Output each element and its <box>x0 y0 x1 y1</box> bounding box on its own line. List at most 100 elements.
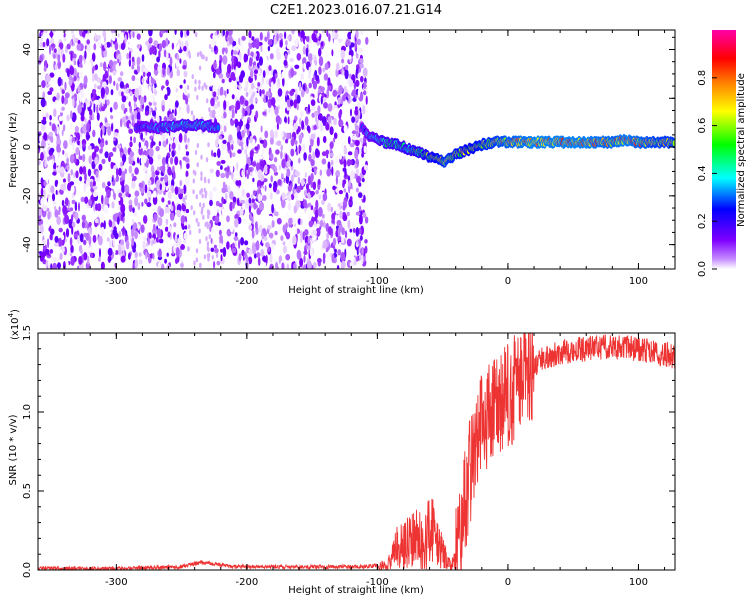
spectrogram-noise-cell <box>134 30 138 35</box>
spectrogram-noise-cell <box>322 252 326 261</box>
spectrogram-noise-cell <box>268 107 272 113</box>
spectrogram-noise-cell <box>62 150 65 155</box>
spectrogram-noise-cell <box>124 184 129 193</box>
spectrogram-noise-cell <box>290 138 295 147</box>
spectrogram-noise-cell <box>165 155 169 165</box>
spectrogram-noise-cell <box>99 62 103 68</box>
spectrogram-noise-cell <box>285 222 288 229</box>
spectrogram-noise-cell <box>242 203 246 211</box>
spectrogram-noise-cell <box>143 145 147 150</box>
spectrogram-noise-cell <box>255 39 260 50</box>
colorbar-tick-label: 0.6 <box>697 118 708 134</box>
spectrogram-noise-cell <box>313 193 317 201</box>
spectrogram-noise-cell <box>358 47 363 54</box>
spectrogram-noise-cell <box>315 116 318 123</box>
spectrogram-noise-cell <box>348 201 353 206</box>
spectrogram-noise-cell <box>361 187 366 193</box>
spectrogram-noise-cell <box>352 89 357 95</box>
spectrogram-noise-cell <box>236 125 240 132</box>
spectrogram-noise-cell <box>359 145 362 155</box>
spectrogram-noise-cell <box>352 97 357 102</box>
spectrogram-noise-cell <box>215 95 218 103</box>
spectrogram-noise-cell <box>313 221 317 227</box>
spectrogram-noise-cell <box>40 152 44 161</box>
spectrogram-noise-cell <box>334 32 339 40</box>
spectrogram-noise-cell <box>104 42 108 49</box>
spectrogram-noise-cell <box>252 190 256 196</box>
spectrogram-noise-cell <box>238 37 241 45</box>
spectrogram-noise-cell <box>158 43 162 52</box>
spectrogram-noise-cell <box>142 240 146 250</box>
spectrogram-noise-cell <box>296 53 302 61</box>
spectrogram-noise-cell <box>303 190 308 196</box>
spectrogram-noise-cell <box>180 244 185 250</box>
spectrogram-noise-cell <box>360 75 364 83</box>
spectrogram-noise-cell <box>111 122 114 132</box>
spectrogram-noise-cell <box>73 158 77 163</box>
spectrogram-noise-cell <box>277 140 282 146</box>
spectrogram-noise-cell <box>315 209 319 219</box>
spectrogram-noise-cell <box>344 69 349 80</box>
spectrogram-noise-cell <box>144 198 148 205</box>
spectrogram-noise-cell <box>43 132 48 142</box>
spectrogram-noise-cell <box>231 108 235 119</box>
spectrogram-noise-cell <box>243 219 247 225</box>
spectrogram-noise-cell <box>246 192 251 198</box>
spectrogram-noise-cell <box>334 30 338 33</box>
spectrogram-noise-cell <box>241 41 244 50</box>
spectrogram-noise-cell <box>63 96 67 106</box>
spectrogram-noise-cell <box>118 231 122 238</box>
spectrogram-noise-cell <box>152 223 156 231</box>
spectrogram-noise-cell <box>267 224 272 230</box>
spectrogram-noise-cell <box>248 248 253 255</box>
spectrogram-noise-cell <box>242 107 245 117</box>
spectrogram-noise-cell <box>224 76 228 81</box>
spectrogram-noise-cell <box>210 247 215 252</box>
spectrogram-noise-cell <box>58 227 63 233</box>
spectrogram-noise-cell <box>167 166 172 176</box>
spectrogram-noise-cell <box>136 64 141 74</box>
spectrogram-noise-cell <box>298 145 302 152</box>
spectrogram-noise-cell <box>263 56 268 66</box>
spectrogram-noise-cell <box>237 61 242 69</box>
spectrogram-noise-cell <box>332 89 338 97</box>
spectrogram-noise-cell <box>158 50 161 59</box>
spectrogram-noise-cell <box>320 41 324 47</box>
spectrogram-noise-cell <box>162 67 166 76</box>
spectrogram-noise-cell <box>325 149 330 155</box>
spectrogram-noise-cell <box>220 254 223 262</box>
spectrogram-noise-cell <box>76 43 82 51</box>
spectrogram-noise-cell <box>195 217 198 223</box>
spectrogram-noise-cell <box>276 33 279 42</box>
spectrogram-noise-cell <box>214 31 217 36</box>
spectrogram-noise-cell <box>38 207 42 216</box>
spectrogram-noise-cell <box>250 82 255 90</box>
spectrogram-noise-cell <box>300 235 303 243</box>
spectrogram-noise-cell <box>171 201 175 206</box>
spectrogram-noise-cell <box>245 255 249 265</box>
snr-y-tick-label: 1.0 <box>22 404 33 420</box>
spectrogram-noise-cell <box>267 247 271 252</box>
spectrogram-noise-cell <box>363 164 369 171</box>
spectrogram-noise-cell <box>315 189 319 195</box>
spectrogram-noise-cell <box>71 214 74 222</box>
spectrogram-noise-cell <box>287 194 292 202</box>
spectrogram-noise-cell <box>174 156 179 166</box>
spectrogram-noise-cell <box>45 74 51 83</box>
spectrogram-noise-cell <box>192 178 195 184</box>
spectrogram-noise-cell <box>195 257 199 263</box>
spectrogram-noise-cell <box>92 180 96 187</box>
spectrogram-noise-cell <box>162 140 167 148</box>
snr-x-tick-label: -200 <box>236 577 259 588</box>
spectrogram-noise-cell <box>109 67 113 73</box>
spectrogram-noise-cell <box>125 115 129 120</box>
spectrogram-noise-cell <box>238 239 241 249</box>
spectrogram-noise-cell <box>73 60 77 66</box>
spectrogram-noise-cell <box>262 111 267 116</box>
spectrogram-noise-cell <box>257 193 262 202</box>
snr-x-tick-label: -300 <box>105 577 128 588</box>
spectrogram-noise-cell <box>234 218 239 228</box>
spectrogram-noise-cell <box>216 253 219 258</box>
spectrogram-noise-cell <box>225 100 230 108</box>
spectrogram-noise-cell <box>238 141 244 147</box>
